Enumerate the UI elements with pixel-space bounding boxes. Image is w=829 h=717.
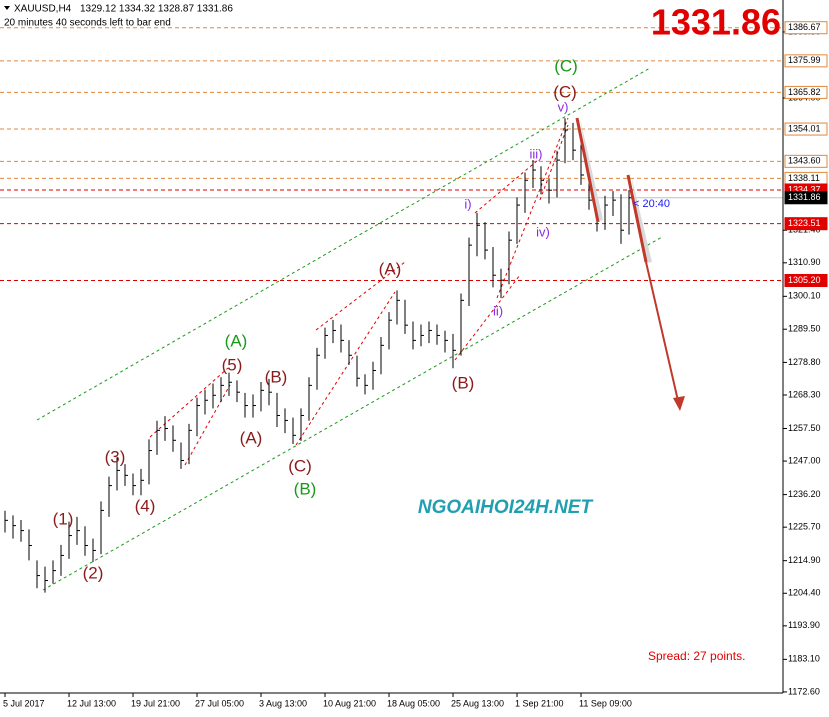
level-label: 1338.11	[788, 173, 820, 183]
wave-label: (2)	[83, 563, 104, 582]
level-box	[784, 21, 828, 35]
wave-label: (1)	[53, 509, 74, 528]
wave-label: iii)	[530, 146, 543, 161]
level-label: 1343.60	[788, 156, 821, 166]
x-tick-label: 1 Sep 21:00	[515, 698, 564, 708]
wave-label: (C)	[554, 56, 578, 75]
wave-label: ii)	[493, 303, 503, 318]
timer: 20 minutes 40 seconds left to bar end	[4, 18, 171, 29]
axis: 1385.301364.001321.401310.901300.101289.…	[3, 21, 828, 708]
x-tick-label: 18 Aug 05:00	[387, 698, 440, 708]
level-box	[784, 154, 828, 168]
level-label: 1305.20	[788, 275, 821, 285]
wave-label: i)	[464, 196, 471, 211]
y-tick-label: 1193.90	[788, 620, 820, 630]
level-label: 1365.82	[788, 87, 821, 97]
spread: Spread: 27 points.	[648, 649, 745, 663]
channel-upper	[36, 67, 651, 421]
y-tick-label: 1300.10	[788, 291, 821, 301]
y-tick-label: 1247.00	[788, 455, 821, 465]
wave-label: (B)	[265, 367, 288, 386]
y-tick-label: 1257.50	[788, 423, 821, 433]
wave-label: (4)	[135, 496, 156, 515]
bars	[4, 118, 632, 593]
wave-label: (3)	[105, 447, 126, 466]
level-label: 1331.86	[788, 192, 821, 202]
symbol: XAUUSD,H4	[14, 4, 72, 15]
y-tick-label: 1289.50	[788, 324, 821, 334]
level-label: 1334.37	[788, 184, 821, 194]
wave-label: iv)	[536, 224, 550, 239]
y-tick-label: 1268.30	[788, 389, 821, 399]
level-label: 1375.99	[788, 55, 821, 65]
level-label: 1323.51	[788, 218, 821, 228]
wave-label: (A)	[379, 259, 402, 278]
level-label: 1386.67	[788, 22, 821, 32]
level-box	[784, 122, 828, 136]
level-box	[784, 217, 828, 231]
arrows	[575, 117, 685, 411]
wave-label: v)	[558, 99, 569, 114]
channel-lower	[42, 236, 663, 591]
level-box	[784, 273, 828, 287]
annotations: (C) (C) v) iii) i) iv) ii) (A) (B) (A) (…	[53, 56, 578, 582]
y-tick-label: 1236.20	[788, 489, 821, 499]
y-tick-label: 1204.40	[788, 588, 821, 598]
level-label: 1354.01	[788, 123, 821, 133]
menu-arrow	[4, 6, 10, 10]
level-box	[784, 85, 828, 99]
level-box	[784, 191, 828, 205]
y-tick-label: 1310.90	[788, 257, 821, 267]
y-tick-label: 1172.60	[788, 686, 820, 696]
x-tick-label: 27 Jul 05:00	[195, 698, 244, 708]
big-price: 1331.86	[651, 2, 781, 43]
y-tick-label: 1278.80	[788, 357, 821, 367]
x-tick-label: 19 Jul 21:00	[131, 698, 180, 708]
levels	[0, 27, 783, 281]
x-tick-label: 5 Jul 2017	[3, 698, 45, 708]
x-tick-label: 25 Aug 13:00	[451, 698, 504, 708]
wave-label: (A)	[240, 428, 263, 447]
wave-label: (A)	[225, 331, 248, 350]
countdown: < 20:40	[633, 198, 670, 210]
x-tick-label: 11 Sep 09:00	[579, 698, 632, 708]
y-tick-label: 1214.90	[788, 555, 821, 565]
wave-label: (B)	[294, 479, 317, 498]
x-tick-label: 12 Jul 13:00	[67, 698, 116, 708]
watermark: NGOAIHOI24H.NET	[418, 497, 594, 518]
wave-label: (C)	[553, 82, 577, 101]
y-tick-label: 1225.70	[788, 522, 821, 532]
wave-label: (5)	[222, 355, 243, 374]
wave-label: (B)	[452, 373, 475, 392]
quote: 1329.12 1334.32 1328.87 1331.86	[80, 4, 233, 15]
x-tick-label: 3 Aug 13:00	[259, 698, 307, 708]
level-box	[784, 54, 828, 68]
x-tick-label: 10 Aug 21:00	[323, 698, 376, 708]
wave-label: (C)	[288, 456, 312, 475]
y-tick-label: 1183.10	[788, 654, 820, 664]
